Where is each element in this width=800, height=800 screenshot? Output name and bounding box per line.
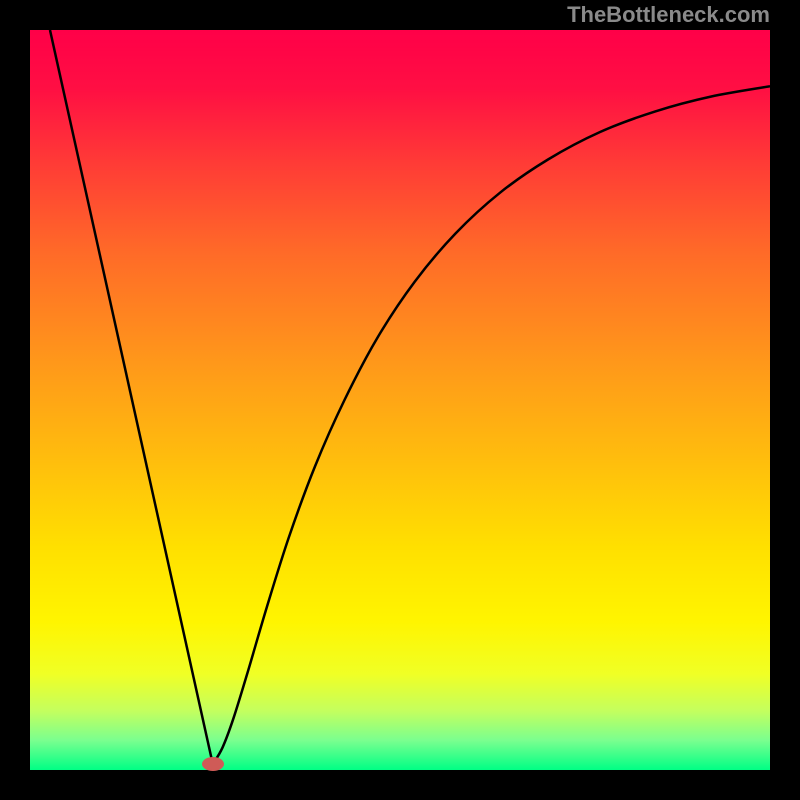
optimum-marker (202, 757, 224, 771)
plot-area (30, 30, 770, 770)
watermark-text: TheBottleneck.com (567, 2, 770, 28)
bottleneck-curve-right (213, 86, 770, 764)
bottleneck-curve-left (50, 30, 213, 764)
chart-container: TheBottleneck.com (0, 0, 800, 800)
curve-layer (30, 30, 770, 770)
